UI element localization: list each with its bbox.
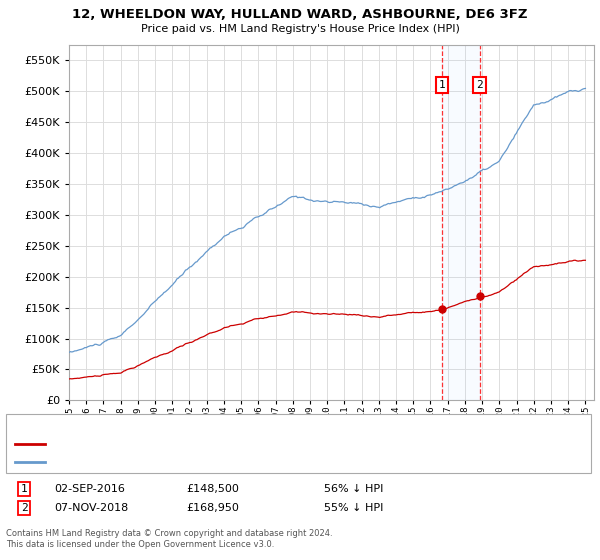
Text: 2: 2 [20,503,28,513]
Text: 12, WHEELDON WAY, HULLAND WARD, ASHBOURNE, DE6 3FZ (detached house): 12, WHEELDON WAY, HULLAND WARD, ASHBOURN… [51,438,443,449]
Text: Contains HM Land Registry data © Crown copyright and database right 2024.
This d: Contains HM Land Registry data © Crown c… [6,529,332,549]
Text: £168,950: £168,950 [186,503,239,513]
Text: 07-NOV-2018: 07-NOV-2018 [54,503,128,513]
Text: 1: 1 [20,484,28,494]
Text: 55% ↓ HPI: 55% ↓ HPI [324,503,383,513]
Text: 12, WHEELDON WAY, HULLAND WARD, ASHBOURNE, DE6 3FZ: 12, WHEELDON WAY, HULLAND WARD, ASHBOURN… [72,8,528,21]
Text: Price paid vs. HM Land Registry's House Price Index (HPI): Price paid vs. HM Land Registry's House … [140,24,460,34]
Text: HPI: Average price, detached house, Derbyshire Dales: HPI: Average price, detached house, Derb… [51,457,316,467]
Text: 56% ↓ HPI: 56% ↓ HPI [324,484,383,494]
Text: 02-SEP-2016: 02-SEP-2016 [54,484,125,494]
Text: 2: 2 [476,80,483,90]
Bar [442,45,479,400]
Text: £148,500: £148,500 [186,484,239,494]
Text: 1: 1 [439,80,445,90]
